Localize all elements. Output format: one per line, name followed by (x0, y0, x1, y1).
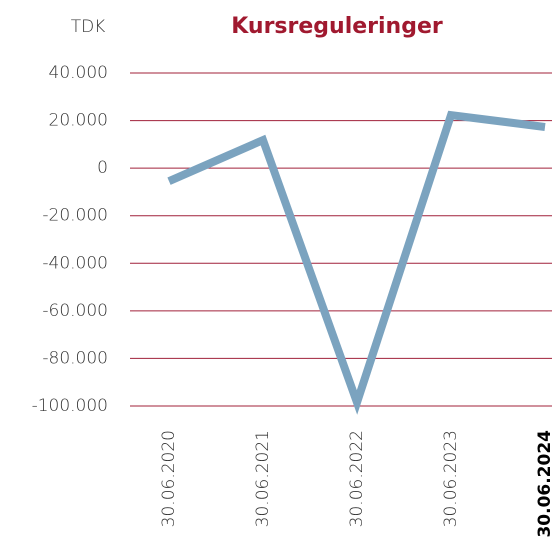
y-tick-label: 40.000 (49, 63, 108, 83)
y-axis-label: TDK (71, 17, 106, 37)
y-tick-label: 20.000 (49, 111, 108, 131)
x-tick-label: 30.06.2024 (535, 430, 552, 538)
y-tick-label: 0 (97, 158, 108, 178)
x-tick-label: 30.06.2021 (253, 430, 273, 527)
x-tick-label: 30.06.2023 (441, 430, 461, 527)
y-tick-label: -80.000 (42, 348, 108, 368)
y-tick-label: -40.000 (42, 253, 108, 273)
data-line (167, 110, 546, 415)
x-tick-label: 30.06.2022 (347, 430, 367, 527)
y-tick-label: -60.000 (42, 301, 108, 321)
chart-title: Kursreguleringer (231, 14, 443, 39)
x-tick-label: 30.06.2020 (159, 430, 179, 527)
y-tick-label: -100.000 (32, 396, 108, 416)
y-tick-label: -20.000 (42, 206, 108, 226)
